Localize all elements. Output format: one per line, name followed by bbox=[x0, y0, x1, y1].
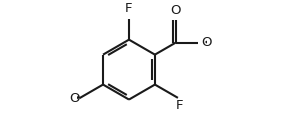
Text: O: O bbox=[201, 36, 212, 49]
Text: F: F bbox=[175, 99, 183, 112]
Text: O: O bbox=[69, 92, 80, 105]
Text: O: O bbox=[170, 4, 181, 17]
Text: F: F bbox=[125, 2, 133, 15]
